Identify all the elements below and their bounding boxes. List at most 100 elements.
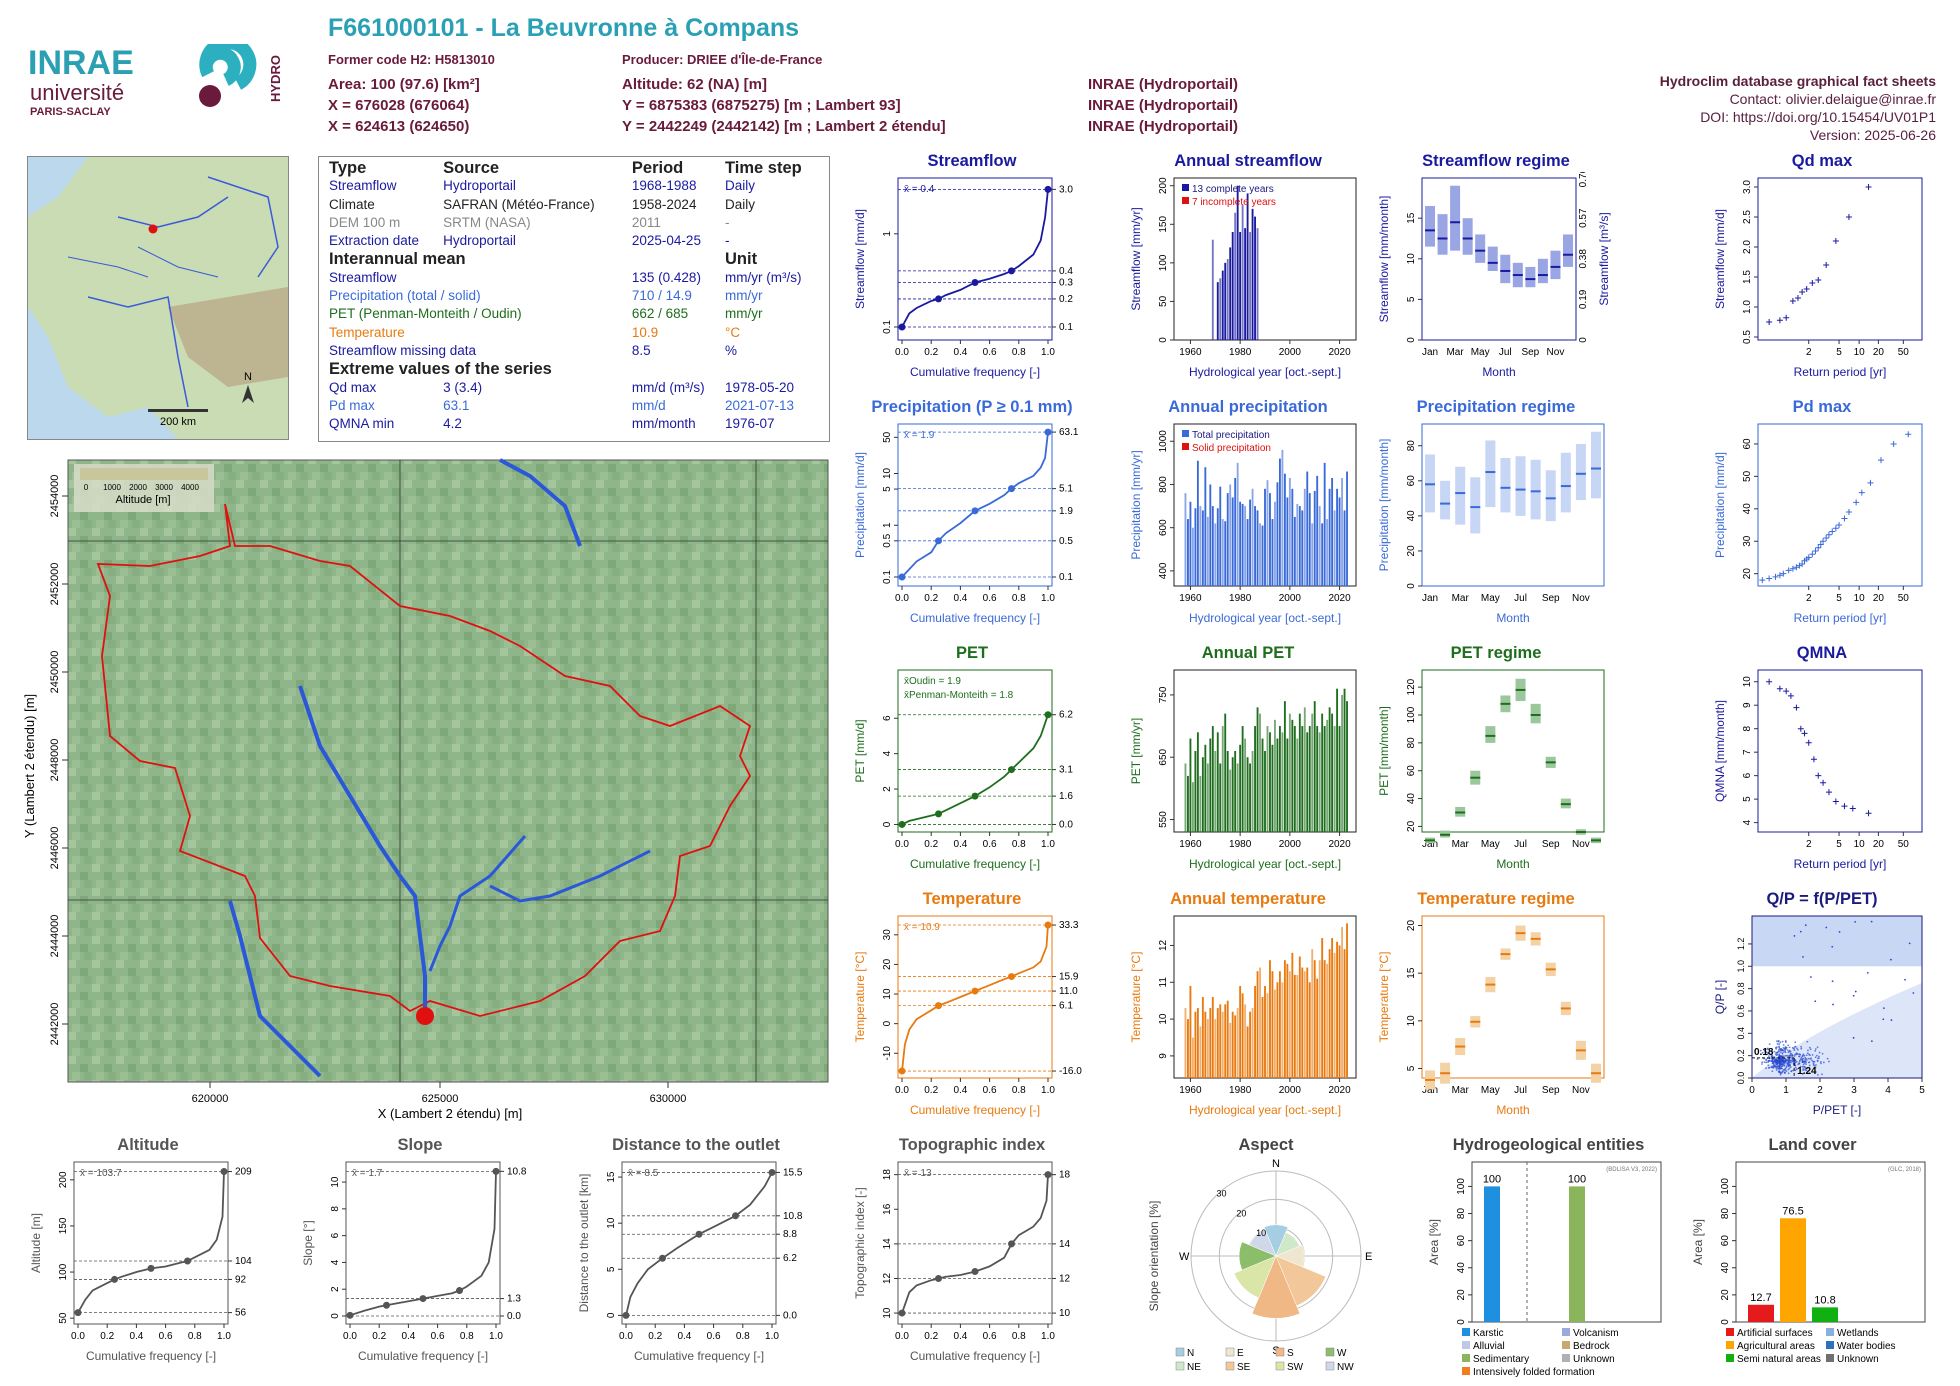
bar: [1256, 228, 1259, 340]
bar: [1343, 688, 1346, 832]
right-value-label: 15.9: [1059, 972, 1079, 983]
data-point: [1779, 1049, 1782, 1052]
data-point: [1870, 1040, 1873, 1043]
bar: [1328, 949, 1331, 1078]
data-point: [1772, 1066, 1775, 1069]
bar: [1209, 738, 1212, 832]
plot-frame: [897, 915, 1053, 1079]
data-point: [1782, 1049, 1785, 1051]
legend-entry: Sedimentary: [1473, 1354, 1529, 1365]
data-point: [1817, 1057, 1820, 1060]
ring-label: 30: [1217, 1189, 1227, 1199]
y-axis-label: Temperature [°C]: [853, 952, 867, 1043]
box: [1550, 250, 1561, 280]
data-point: [1767, 1052, 1770, 1055]
chart-title: PET regime: [1450, 644, 1542, 662]
data-point: [1808, 1064, 1811, 1067]
bar: [1209, 1008, 1212, 1078]
data-point: [1785, 567, 1792, 574]
quantile-point: [1044, 185, 1052, 193]
chart-hydrogeo: Hydrogeological entities 0 20 40 60 80 100 (BDL…: [1426, 1136, 1671, 1386]
bar: [1326, 719, 1329, 832]
bar: [1194, 751, 1197, 832]
data-point: [1770, 1060, 1773, 1063]
data-point: [1865, 184, 1872, 190]
bar: [1276, 982, 1279, 1078]
data-point: [1802, 955, 1804, 958]
bar: [1241, 503, 1244, 586]
bar: [1211, 239, 1214, 340]
legend-swatch: [1726, 1354, 1734, 1362]
chart-t_ann: Annual temperature 1960 1980 2000 2020 9 10 11 1…: [1128, 890, 1368, 1120]
station-marker: [148, 224, 158, 234]
bar: [1301, 510, 1304, 586]
data-point: [1763, 1049, 1766, 1052]
map-ytick: 2450000: [49, 651, 61, 694]
bar: [1346, 923, 1348, 1078]
data-point: [1767, 1059, 1770, 1062]
x-tick-label: 10: [1854, 347, 1866, 358]
quantile-point: [971, 987, 979, 995]
x-tick-label: 0.6: [983, 839, 997, 850]
bar: [1224, 1004, 1227, 1078]
legend-tick: 1000: [103, 483, 121, 492]
bar: [1201, 997, 1204, 1078]
y-lambert2e: Y = 2442249 (2442142) [m ; Lambert 2 éte…: [622, 118, 946, 135]
quantile-point: [111, 1275, 118, 1283]
data-point: [1793, 704, 1800, 711]
y-tick-label: 20: [1720, 1289, 1731, 1301]
month-label: Jul: [1514, 1085, 1527, 1096]
legend-entry: NW: [1337, 1362, 1354, 1373]
bar: [1201, 757, 1204, 832]
box: [1560, 452, 1571, 513]
y-axis-label: Topographic index [-]: [853, 1187, 867, 1298]
bar-value-label: 10.8: [1814, 1294, 1835, 1306]
right-tick-label: 0: [1578, 337, 1589, 343]
river: [428, 835, 527, 972]
bar: [1261, 525, 1264, 586]
y-tick-label: 0.2: [1736, 1049, 1746, 1062]
north-label: N: [244, 371, 252, 383]
x-tick-label: 0.0: [895, 593, 909, 604]
x-tick-label: 2020: [1328, 1085, 1351, 1096]
data-point: [1821, 1073, 1823, 1076]
box: [1455, 466, 1466, 525]
compass-label: E: [1365, 1251, 1372, 1263]
quantile-point: [1044, 711, 1052, 719]
bar: [1196, 460, 1199, 586]
data-point: [1767, 1061, 1769, 1064]
map-ytick: 2442000: [49, 1003, 61, 1046]
chart-title: Aspect: [1238, 1136, 1294, 1154]
y-tick-label: 100: [58, 1263, 69, 1280]
chart-pet_cdf: PET 0.0 0.2 0.4 0.6 0.8 1.0 0 2 4 6 6.2 3.1 1.6 0.0 x̄O…: [852, 644, 1092, 874]
data-point: [1789, 298, 1796, 304]
chart-sf_reg: Streamflow regime Jan Mar May Jul Sep Nov 0 5 10 1…: [1376, 152, 1616, 382]
bar: [1296, 503, 1299, 586]
hydro-wordmark: HYDRO: [268, 55, 283, 102]
data-point: [1807, 1061, 1810, 1064]
x-tick-label: 0.8: [736, 1331, 750, 1342]
table-row: Temperature 10.9 °C: [329, 324, 741, 340]
legend-entry: SW: [1287, 1362, 1304, 1373]
quantile-point: [622, 1311, 630, 1319]
map-ytick: 2444000: [49, 915, 61, 958]
y-tick-label: 4: [330, 1259, 341, 1265]
bar: [1241, 993, 1244, 1078]
data-point: [1761, 1061, 1764, 1063]
bar: [1224, 521, 1227, 586]
data-point: [1805, 1063, 1807, 1066]
quantile-point: [971, 1268, 979, 1276]
legend-entry: NE: [1187, 1362, 1201, 1373]
plot-frame: [621, 1161, 777, 1325]
box: [1591, 431, 1601, 499]
quantile-point: [1008, 1240, 1015, 1248]
data-point: [1814, 1066, 1817, 1069]
contact[interactable]: Contact: olivier.delaigue@inrae.fr: [1729, 91, 1936, 107]
legend-swatch: [1826, 1328, 1834, 1336]
chart-svg: 0.0 0.2 0.4 0.6 0.8 1.0 0 2 4 6 8 10 10.8 1.3 0.0 x̄ = …: [301, 1161, 527, 1363]
x-axis-label: Return period [yr]: [1794, 365, 1887, 379]
y-tick-label: 11: [1158, 977, 1169, 988]
chart-p_reg: Precipitation regime Jan Mar May Jul Sep Nov 0 2…: [1376, 398, 1616, 628]
doi[interactable]: DOI: https://doi.org/10.15454/UV01P1: [1700, 109, 1936, 125]
data-point: [1765, 1067, 1767, 1070]
